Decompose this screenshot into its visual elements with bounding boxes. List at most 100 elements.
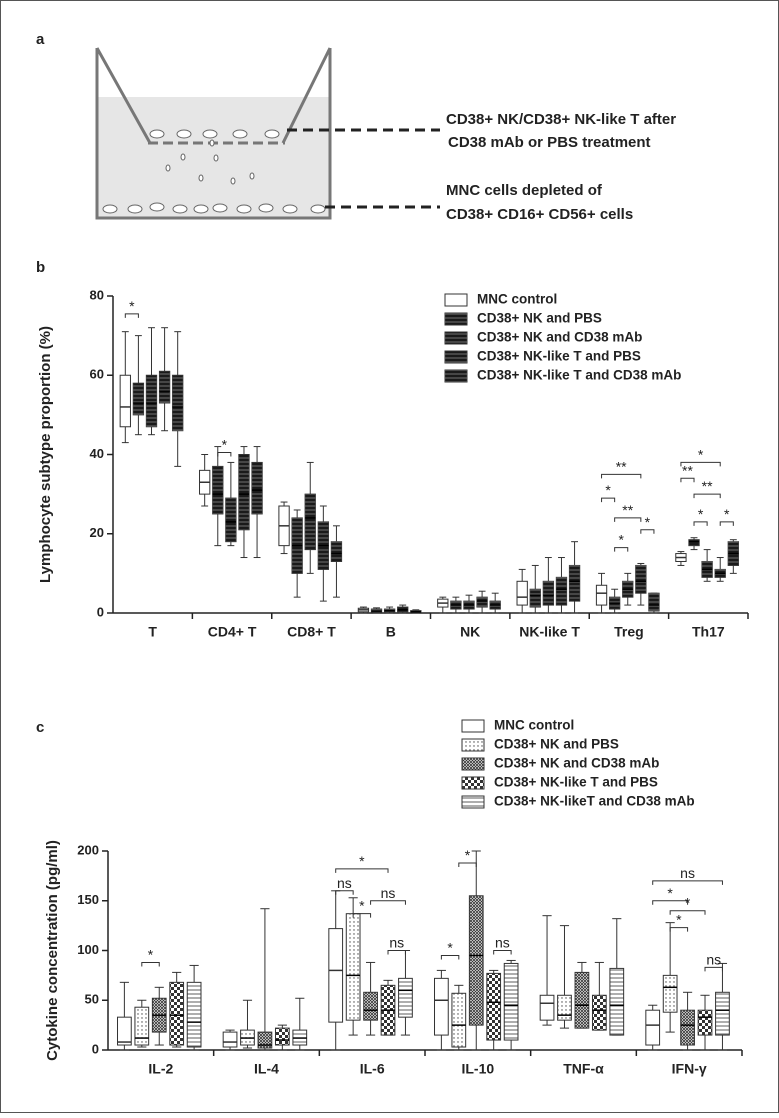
legend-swatch [461, 719, 485, 733]
panel-label: c [36, 719, 44, 736]
box-pattern [169, 982, 184, 1046]
box-pattern [698, 1010, 712, 1036]
box [328, 928, 344, 1023]
box-pattern [159, 371, 170, 403]
box-pattern [476, 597, 488, 608]
significance-label: ** [682, 462, 693, 478]
significance-label: * [724, 506, 730, 522]
significance-label: ns [680, 865, 695, 881]
significance-bracket [601, 473, 642, 479]
box-pattern [530, 589, 541, 608]
x-tick-label: CD4+ T [208, 624, 257, 640]
x-tick-label: Th17 [692, 624, 725, 640]
y-tick-label: 20 [90, 525, 104, 540]
x-tick-label: IL-6 [360, 1061, 385, 1077]
y-axis-label: Cytokine concentration (pg/ml) [44, 840, 61, 1061]
box-pattern [146, 375, 157, 427]
panel-label: b [36, 259, 45, 276]
legend-swatch-pattern [462, 739, 484, 751]
panel-label: a [36, 31, 45, 48]
significance-bracket [141, 961, 160, 967]
box-pattern [225, 498, 237, 542]
box [539, 994, 555, 1021]
box-pattern [556, 577, 567, 606]
significance-bracket [640, 529, 655, 534]
box-pattern [569, 565, 580, 602]
legend-swatch-pattern [462, 777, 484, 789]
significance-label: * [645, 514, 651, 530]
significance-bracket [704, 966, 723, 972]
box-pattern [635, 565, 647, 594]
box-pattern [575, 972, 589, 1029]
box-pattern [609, 968, 624, 1036]
box-pattern [557, 995, 572, 1021]
significance-bracket [652, 900, 689, 905]
significance-bracket [335, 890, 354, 895]
significance-bracket [124, 313, 139, 318]
significance-bracket [680, 477, 695, 483]
legend-label: CD38+ NK-like T and CD38 mAb [477, 368, 681, 383]
y-tick-label: 200 [77, 842, 99, 857]
significance-label: ns [495, 935, 510, 951]
x-tick-label: TNF-α [563, 1061, 604, 1077]
y-tick-label: 0 [97, 604, 104, 619]
significance-bracket [217, 452, 232, 457]
significance-label: ns [381, 885, 396, 901]
significance-bracket [669, 910, 706, 915]
significance-bracket [669, 927, 689, 932]
significance-label: ** [702, 478, 713, 494]
legend-label: CD38+ NK and CD38 mAb [477, 330, 642, 345]
legend-label: CD38+ NK and PBS [477, 311, 602, 326]
y-tick-label: 150 [77, 892, 99, 907]
bottom-text: CD38+ CD16+ CD56+ cells [446, 206, 633, 223]
box-pattern [331, 541, 342, 562]
box-pattern [363, 992, 378, 1021]
significance-bracket [614, 547, 629, 552]
legend-swatch-pattern [445, 351, 467, 363]
box-pattern [133, 383, 144, 415]
legend-label: MNC control [494, 718, 574, 733]
significance-label: * [605, 482, 611, 498]
significance-label: * [465, 847, 471, 863]
significance-label: * [148, 946, 154, 962]
significance-label: * [676, 912, 682, 928]
box-pattern [251, 462, 263, 514]
box-pattern [172, 375, 183, 431]
insert-text: CD38 mAb or PBS treatment [448, 134, 651, 151]
box [117, 1016, 132, 1046]
box [119, 374, 131, 428]
significance-bracket [601, 497, 616, 503]
box-pattern [398, 978, 413, 1018]
box-pattern [504, 963, 518, 1041]
significance-label: * [359, 898, 365, 914]
box-pattern [238, 454, 250, 530]
box-pattern [543, 581, 554, 606]
y-tick-label: 50 [85, 992, 99, 1007]
box-pattern [212, 466, 223, 514]
box-pattern [469, 895, 484, 1026]
legend-label: MNC control [477, 292, 557, 307]
box-pattern [187, 982, 201, 1048]
significance-label: * [129, 298, 135, 314]
box [595, 584, 608, 606]
significance-label: * [222, 437, 228, 453]
legend-swatch-pattern [445, 313, 467, 325]
box-pattern [134, 1007, 149, 1046]
box-pattern [715, 992, 730, 1036]
legend-swatch-pattern [445, 332, 467, 344]
box-pattern [592, 995, 607, 1031]
significance-bracket [719, 521, 734, 526]
box [516, 580, 528, 606]
legend-swatch-pattern [445, 370, 467, 382]
significance-bracket [458, 862, 477, 867]
legend-swatch-pattern [462, 758, 484, 770]
legend-swatch [444, 293, 468, 307]
box-pattern [688, 539, 700, 546]
box-pattern [258, 1032, 272, 1049]
legend-label: CD38+ NK-like T and PBS [494, 775, 658, 790]
legend-label: CD38+ NK-likeT and CD38 mAb [494, 794, 695, 809]
box-pattern [346, 913, 361, 1021]
significance-label: * [698, 506, 704, 522]
y-tick-label: 60 [90, 367, 104, 382]
